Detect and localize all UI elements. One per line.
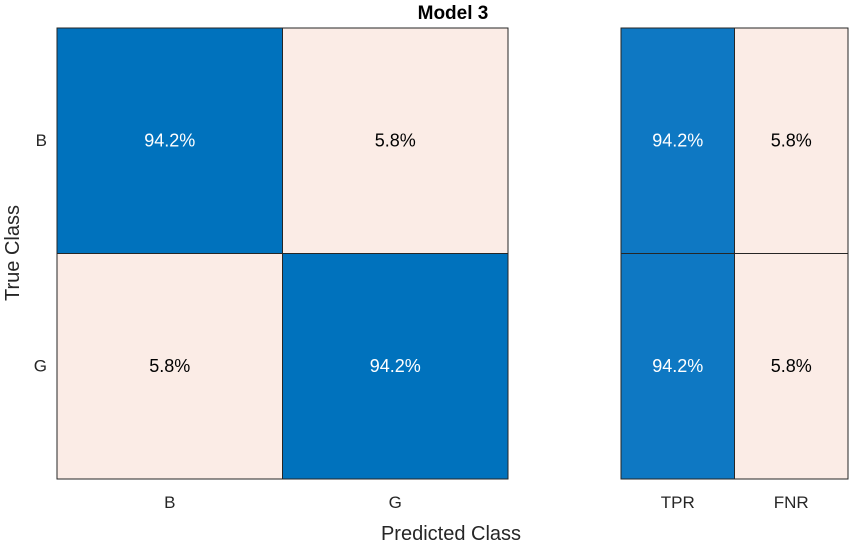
row-tick-labels: BG: [34, 131, 47, 376]
chart-title: Model 3: [418, 3, 489, 24]
matrix-cell-value: 94.2%: [370, 356, 421, 376]
matrix-cell: [56, 253, 283, 480]
summary-cell: [734, 253, 849, 480]
matrix-cell-value: 5.8%: [375, 131, 416, 151]
summary-cell-value: 5.8%: [771, 356, 812, 376]
matrix-cell: [56, 27, 283, 254]
matrix-cell: [282, 27, 509, 254]
column-tick-label: G: [389, 493, 402, 512]
matrix-cell-value: 94.2%: [144, 131, 195, 151]
summary-tick-label: FNR: [774, 493, 809, 512]
x-axis-label: Predicted Class: [381, 523, 521, 543]
summary-tick-label: TPR: [661, 493, 695, 512]
column-tick-label: B: [164, 493, 175, 512]
row-tick-label: B: [36, 131, 47, 150]
summary-cell-value: 5.8%: [771, 131, 812, 151]
row-tick-label: G: [34, 357, 47, 376]
summary-cell: [620, 253, 735, 480]
matrix-cell: [282, 253, 509, 480]
summary-matrix: 94.2% 5.8% 94.2% 5.8%: [620, 27, 849, 480]
y-axis-label: True Class: [2, 205, 24, 301]
summary-cell: [734, 27, 849, 254]
summary-cell-value: 94.2%: [652, 356, 703, 376]
summary-tick-labels: TPR FNR: [661, 493, 809, 512]
summary-cell-value: 94.2%: [652, 131, 703, 151]
summary-cell: [620, 27, 735, 254]
matrix-cell-value: 5.8%: [149, 356, 190, 376]
confusion-matrix: 94.2% 5.8% 5.8% 94.2%: [56, 27, 509, 480]
